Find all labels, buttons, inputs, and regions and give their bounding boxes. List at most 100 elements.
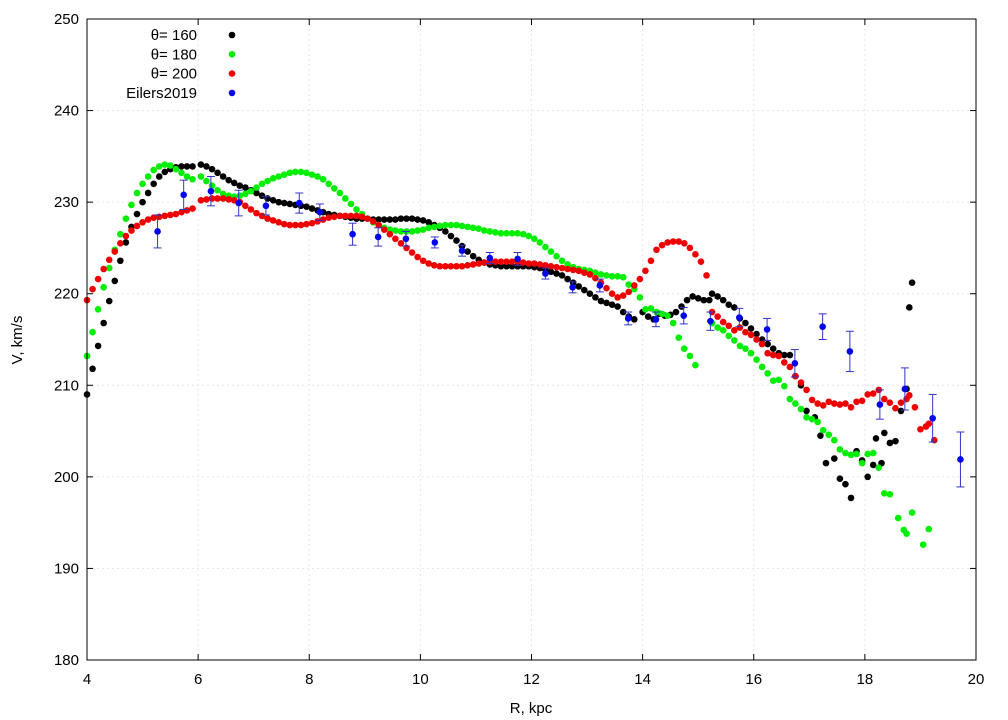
data-point	[319, 175, 327, 183]
data-point	[664, 239, 671, 246]
data-point	[189, 175, 196, 183]
data-point	[183, 173, 191, 180]
data-point	[133, 222, 141, 230]
data-point	[881, 429, 888, 437]
data-point	[347, 200, 355, 208]
data-point	[536, 239, 544, 246]
data-point	[330, 185, 338, 192]
data-point	[669, 319, 677, 327]
data-point	[763, 326, 771, 333]
data-point	[894, 514, 902, 522]
data-point	[364, 215, 371, 222]
data-point	[680, 312, 688, 319]
data-point	[603, 272, 610, 279]
data-point	[100, 265, 107, 273]
data-point	[564, 275, 571, 283]
data-point	[436, 262, 444, 270]
data-point	[380, 216, 388, 223]
data-point	[864, 450, 871, 458]
data-point	[178, 163, 185, 170]
data-point	[180, 191, 187, 199]
data-point	[692, 361, 699, 369]
data-point	[847, 451, 855, 459]
data-point	[925, 525, 933, 533]
data-point	[731, 327, 738, 334]
data-point	[822, 459, 830, 467]
data-point	[392, 227, 399, 234]
data-point	[808, 396, 816, 404]
data-point	[731, 304, 738, 311]
data-point	[858, 397, 866, 405]
data-point	[786, 395, 794, 403]
data-point	[608, 290, 616, 298]
data-point	[425, 218, 433, 226]
data-point	[214, 195, 221, 202]
data-point	[719, 327, 727, 334]
data-point	[139, 180, 146, 188]
data-point	[247, 206, 255, 213]
data-point	[469, 261, 477, 268]
data-point	[653, 246, 660, 254]
data-point	[497, 258, 505, 265]
data-point	[375, 221, 383, 229]
data-point	[869, 390, 877, 397]
data-point	[624, 315, 632, 322]
data-point	[286, 169, 294, 177]
data-point	[542, 270, 549, 277]
data-point	[872, 435, 880, 442]
data-point	[836, 446, 844, 453]
data-point	[831, 455, 838, 462]
data-point	[503, 229, 510, 237]
data-point	[700, 296, 708, 304]
data-point	[303, 169, 310, 177]
series-2	[83, 195, 938, 444]
data-point	[150, 166, 157, 174]
data-point	[706, 296, 713, 304]
data-point	[280, 199, 288, 207]
data-point	[397, 228, 405, 235]
data-point	[586, 290, 594, 298]
data-point	[694, 294, 702, 302]
data-point	[386, 216, 394, 223]
data-point	[908, 509, 916, 516]
data-point	[836, 475, 844, 482]
data-point	[342, 195, 349, 202]
data-point	[908, 279, 916, 287]
data-point	[736, 324, 744, 331]
data-point	[906, 304, 913, 311]
data-point	[603, 284, 610, 292]
data-point	[425, 224, 433, 232]
data-point	[791, 360, 799, 367]
data-point	[342, 212, 349, 220]
data-point	[569, 284, 576, 291]
data-point	[707, 317, 714, 325]
data-point	[150, 180, 157, 188]
data-point	[431, 239, 439, 246]
data-point	[403, 215, 410, 222]
data-point	[547, 268, 555, 276]
data-point	[747, 349, 755, 357]
data-point	[316, 208, 324, 216]
data-point	[203, 163, 210, 170]
data-point	[475, 260, 483, 267]
data-point	[680, 240, 688, 247]
data-point	[408, 249, 416, 256]
data-point	[503, 262, 510, 270]
data-point	[111, 277, 119, 285]
data-point	[402, 235, 410, 243]
data-point	[89, 365, 96, 373]
data-point	[225, 176, 232, 184]
data-point	[764, 370, 771, 377]
data-point	[864, 391, 871, 398]
data-point	[264, 215, 271, 222]
data-point	[464, 262, 471, 269]
data-point	[508, 262, 516, 270]
data-point	[564, 265, 571, 273]
data-point	[614, 303, 621, 310]
data-point	[436, 222, 444, 230]
data-point	[675, 238, 683, 245]
data-point	[929, 414, 936, 422]
data-point	[308, 171, 316, 178]
data-point	[619, 292, 627, 299]
data-point	[369, 218, 377, 225]
